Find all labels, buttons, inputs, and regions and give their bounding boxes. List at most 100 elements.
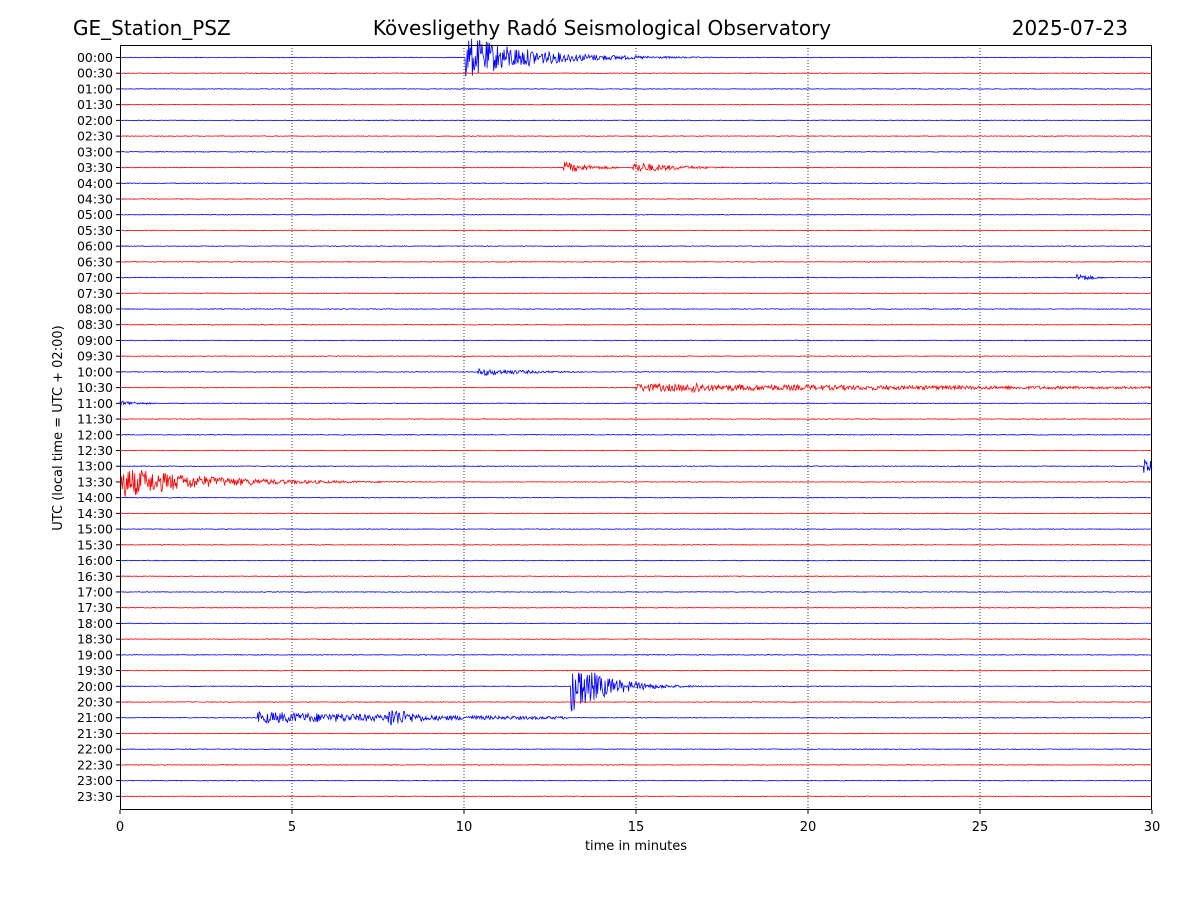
trace-0900 [119,339,1153,342]
y-tick-label-15: 07:30 [77,286,113,301]
trace-1400 [119,496,1153,499]
grid-lines [291,45,981,810]
station-name: GE_Station_PSZ [73,16,231,40]
y-tick-label-36: 18:00 [77,616,113,631]
trace-0200 [119,119,1153,122]
trace-1600 [119,559,1153,562]
y-ticks: 00:0000:3001:0001:3002:0002:3003:0003:30… [77,50,120,804]
trace-1500 [119,528,1153,530]
trace-0930 [119,355,1153,358]
y-tick-label-39: 19:30 [77,663,113,678]
y-tick-label-19: 09:30 [77,349,113,364]
y-tick-label-33: 16:30 [77,569,113,584]
trace-2230 [119,764,1153,766]
y-tick-label-44: 22:00 [77,742,113,757]
y-tick-label-34: 17:00 [77,584,113,599]
y-tick-label-12: 06:00 [77,239,113,254]
trace-1100 [119,400,1153,407]
y-tick-label-7: 03:30 [77,160,113,175]
y-axis-label: UTC (local time = UTC + 02:00) [51,325,66,530]
trace-1630 [119,575,1153,578]
x-tick-label-0: 0 [116,820,124,835]
y-tick-label-32: 16:00 [77,553,113,568]
trace-1230 [119,449,1153,452]
trace-2330 [119,795,1153,798]
x-tick-label-6: 30 [1144,820,1161,835]
y-tick-label-8: 04:00 [77,176,113,191]
y-tick-label-10: 05:00 [77,207,113,222]
trace-0000 [119,38,1152,77]
y-tick-label-5: 02:30 [77,129,113,144]
trace-0800 [119,308,1152,310]
y-tick-label-1: 00:30 [77,66,113,81]
trace-1000 [119,367,1153,377]
x-ticks: 0 5 10 15 20 25 30 [116,810,1160,835]
y-tick-label-14: 07:00 [77,270,113,285]
x-tick-label-1: 5 [288,820,296,835]
trace-0530 [119,229,1153,232]
trace-0830 [119,323,1153,326]
x-axis-label: time in minutes [585,839,687,854]
trace-1300 [120,459,1153,473]
y-tick-label-29: 14:30 [77,506,113,521]
trace-0300 [119,150,1153,153]
trace-0100 [119,88,1153,90]
y-tick-label-23: 11:30 [77,412,113,427]
y-tick-label-41: 20:30 [77,695,113,710]
trace-1730 [119,606,1153,609]
trace-1800 [119,622,1153,625]
y-tick-label-26: 13:00 [77,459,113,474]
trace-0600 [119,245,1153,247]
trace-2100 [119,710,1153,726]
y-tick-label-38: 19:00 [77,647,113,662]
trace-0730 [119,292,1153,295]
trace-0430 [119,198,1153,200]
y-tick-label-0: 00:00 [77,50,113,65]
y-tick-label-35: 17:30 [77,600,113,615]
y-tick-label-16: 08:00 [77,302,113,317]
x-tick-label-2: 10 [456,820,473,835]
y-tick-label-20: 10:00 [77,364,113,379]
trace-0500 [119,213,1153,216]
trace-1830 [119,638,1153,641]
trace-1430 [119,512,1153,515]
y-tick-label-31: 15:30 [77,537,113,552]
trace-0400 [119,182,1153,185]
y-tick-label-2: 01:00 [77,81,113,96]
y-tick-label-24: 12:00 [77,427,113,442]
y-tick-label-21: 10:30 [77,380,113,395]
y-tick-label-17: 08:30 [77,317,113,332]
trace-1700 [119,591,1153,593]
y-tick-label-6: 03:00 [77,144,113,159]
trace-0630 [119,260,1153,263]
trace-1330 [119,469,1153,497]
trace-1900 [119,653,1153,656]
trace-2200 [119,748,1153,751]
y-tick-label-45: 22:30 [77,757,113,772]
y-tick-label-42: 21:00 [77,710,113,725]
trace-1530 [119,543,1153,546]
y-tick-label-3: 01:30 [77,97,113,112]
x-tick-label-3: 15 [628,820,645,835]
y-tick-label-9: 04:30 [77,191,113,206]
trace-0130 [119,103,1153,106]
y-tick-label-37: 18:30 [77,632,113,647]
y-tick-label-4: 02:00 [77,113,113,128]
y-tick-label-47: 23:30 [77,789,113,804]
y-tick-label-40: 20:00 [77,679,113,694]
trace-1130 [119,418,1153,420]
traces [119,38,1153,798]
trace-0330 [119,161,1153,173]
trace-1200 [119,433,1153,436]
y-tick-label-13: 06:30 [77,254,113,269]
trace-2000 [119,672,1153,712]
chart-date: 2025-07-23 [1011,16,1128,40]
x-tick-label-5: 25 [972,820,989,835]
y-tick-label-27: 13:30 [77,474,113,489]
y-tick-label-22: 11:00 [77,396,113,411]
x-tick-label-4: 20 [800,820,817,835]
y-tick-label-43: 21:30 [77,726,113,741]
trace-1930 [119,669,1153,672]
chart-title: Kövesligethy Radó Seismological Observat… [372,16,832,40]
